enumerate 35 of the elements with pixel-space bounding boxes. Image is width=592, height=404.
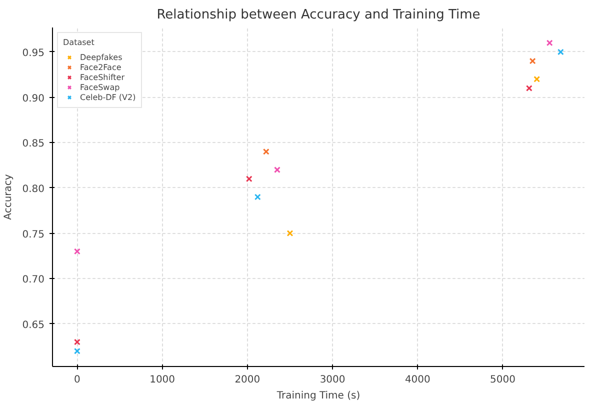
point bbox=[74, 348, 80, 354]
point bbox=[74, 248, 80, 255]
y-tick-label: 0.95 bbox=[22, 48, 44, 59]
legend-label: Face2Face bbox=[80, 62, 122, 72]
point bbox=[557, 48, 564, 56]
point bbox=[246, 176, 252, 182]
x-tick-label: 5000 bbox=[490, 374, 516, 386]
x-tick-label: 4000 bbox=[404, 374, 430, 386]
point bbox=[274, 166, 280, 174]
y-tick-label: 0.90 bbox=[22, 93, 44, 104]
y-tick-label: 0.85 bbox=[22, 138, 44, 150]
legend-label: FaceSwap bbox=[80, 82, 120, 92]
x-tick-label: 3000 bbox=[320, 374, 346, 386]
x-tick-label: 2000 bbox=[234, 374, 260, 386]
point bbox=[286, 230, 294, 236]
x-axis-title: Training Time (s) bbox=[276, 390, 360, 402]
legend-label: Celeb-DF (V2) bbox=[80, 92, 136, 102]
y-tick-label: 0.70 bbox=[22, 274, 44, 286]
point bbox=[529, 58, 536, 64]
point bbox=[534, 76, 540, 82]
x-tick-label: 0 bbox=[74, 374, 80, 386]
legend-label: Deepfakes bbox=[80, 52, 122, 62]
chart-title: Relationship between Accuracy and Training Time bbox=[156, 8, 480, 22]
y-axis-title: Accuracy bbox=[3, 174, 14, 220]
legend-label: FaceShifter bbox=[80, 72, 124, 82]
point bbox=[254, 194, 261, 200]
legend-title: Dataset bbox=[63, 38, 96, 47]
y-tick-label: 0.75 bbox=[22, 229, 44, 240]
x-tick-label: 1000 bbox=[150, 374, 176, 386]
point bbox=[546, 40, 553, 46]
point bbox=[526, 85, 532, 92]
y-tick-label: 0.65 bbox=[22, 320, 44, 331]
point bbox=[74, 338, 80, 346]
point bbox=[262, 148, 270, 155]
y-tick-label: 0.80 bbox=[22, 184, 44, 195]
